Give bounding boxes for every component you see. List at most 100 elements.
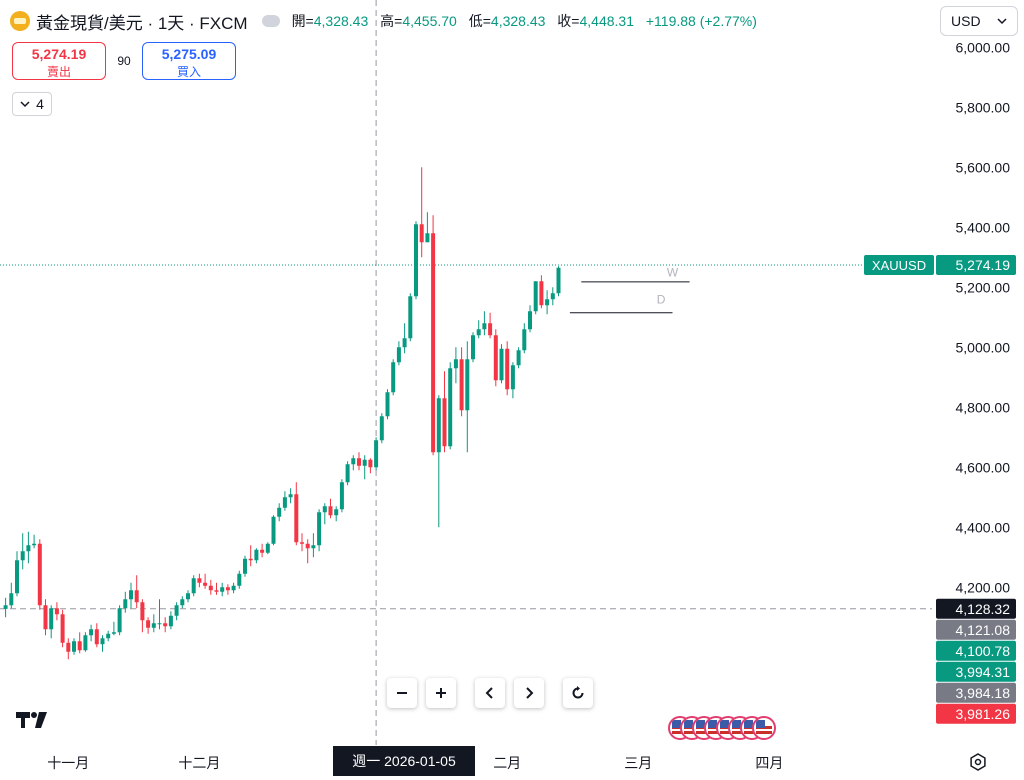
spread-value: 90 (117, 54, 131, 68)
candle-body (9, 593, 14, 606)
candle (37, 539, 42, 610)
candle-body (3, 605, 8, 609)
candle-body (300, 542, 304, 544)
buy-button[interactable]: 5,275.09 買入 (142, 42, 236, 80)
candle-body (499, 348, 504, 381)
indicators-collapse-button[interactable]: 4 (12, 92, 52, 116)
candle (277, 503, 282, 522)
candle (225, 584, 230, 595)
zoom-in-button[interactable] (426, 678, 456, 708)
candle (539, 275, 544, 309)
candle (391, 359, 396, 396)
x-tick-label: 十二月 (178, 755, 220, 771)
candle-body (111, 632, 116, 634)
candle-body (448, 368, 453, 447)
candle (220, 582, 225, 597)
candle (3, 597, 8, 618)
price-tag-bg (936, 640, 1016, 661)
candle-body (436, 398, 441, 453)
candle (414, 221, 418, 300)
candle-body (545, 299, 550, 306)
candle (442, 371, 447, 453)
candle (374, 437, 379, 471)
candle-body (94, 629, 99, 645)
high-value: 4,455.70 (402, 13, 457, 29)
candle (357, 452, 361, 471)
price-tag: 3,984.18 (936, 682, 1016, 703)
candle (510, 362, 515, 399)
open-value: 4,328.43 (313, 13, 369, 29)
scroll-left-button[interactable] (475, 678, 505, 708)
candle (300, 533, 304, 552)
chart-header: 黃金現貨/美元 · 1天 · FXCM 開=4,328.43 高=4,455.7… (10, 8, 757, 34)
candle-body (414, 224, 418, 297)
candle-body (556, 267, 561, 294)
candle (396, 341, 401, 366)
candle (100, 635, 105, 652)
candle-body (66, 642, 71, 652)
candle-body (288, 494, 293, 498)
candle-body (220, 587, 225, 592)
candle-body (459, 359, 464, 411)
low-value: 4,328.43 (490, 13, 546, 29)
scroll-right-button[interactable] (514, 678, 544, 708)
candle (334, 506, 339, 522)
candle (197, 573, 202, 588)
change-value: +119.88 (+2.77%) (645, 13, 757, 29)
candle (271, 515, 276, 546)
price-tag-bg (936, 661, 1016, 682)
candle-body (550, 293, 555, 300)
candle-body (225, 587, 230, 591)
indicator-count: 4 (36, 96, 44, 112)
us-flag-icon[interactable] (752, 716, 776, 740)
candle-body (54, 608, 59, 615)
candle (402, 323, 407, 354)
candle (9, 582, 14, 609)
price-tag-bg (936, 619, 1016, 640)
candle-body (357, 458, 361, 466)
candle (465, 341, 470, 453)
tradingview-logo-icon[interactable] (16, 710, 54, 730)
candle (522, 323, 527, 354)
candle-body (151, 623, 156, 628)
candle (408, 293, 413, 342)
candle (488, 312, 493, 339)
visibility-toggle-icon[interactable] (261, 15, 280, 27)
buy-price: 5,275.09 (161, 46, 217, 62)
minus-icon (397, 692, 407, 694)
chart-settings-button[interactable] (968, 752, 988, 772)
pattern-letter: W (667, 265, 679, 279)
candle (556, 266, 561, 297)
zoom-out-button[interactable] (387, 678, 417, 708)
candle (260, 543, 265, 558)
candle-body (374, 440, 379, 468)
candle (157, 599, 162, 630)
y-tick-label: 5,800.00 (956, 99, 1011, 115)
price-tag-label: 4,100.78 (956, 643, 1011, 659)
currency-select[interactable]: USD (940, 6, 1018, 36)
candle-body (282, 497, 287, 508)
candle (505, 341, 510, 396)
low-label: 低= (468, 13, 491, 29)
price-tag-label: 3,981.26 (956, 706, 1011, 722)
economic-events-markers[interactable] (668, 716, 780, 744)
candle (339, 479, 344, 513)
candle-body (37, 543, 42, 606)
price-tag: 3,981.26 (936, 703, 1016, 724)
candle-body (425, 233, 430, 243)
candle (448, 362, 453, 450)
sell-button[interactable]: 5,274.19 賣出 (12, 42, 106, 80)
x-tick-label: 四月 (755, 755, 783, 771)
candle-body (49, 608, 54, 630)
candle (471, 332, 475, 363)
candle (351, 455, 356, 471)
price-tag: 3,994.31 (936, 661, 1016, 682)
candle-body (391, 362, 396, 393)
candle (243, 555, 247, 577)
candle (545, 290, 550, 315)
reset-chart-button[interactable] (563, 678, 593, 708)
symbol-title[interactable]: 黃金現貨/美元 · 1天 · FXCM (36, 13, 248, 33)
candle (385, 389, 390, 420)
candle (254, 548, 259, 564)
